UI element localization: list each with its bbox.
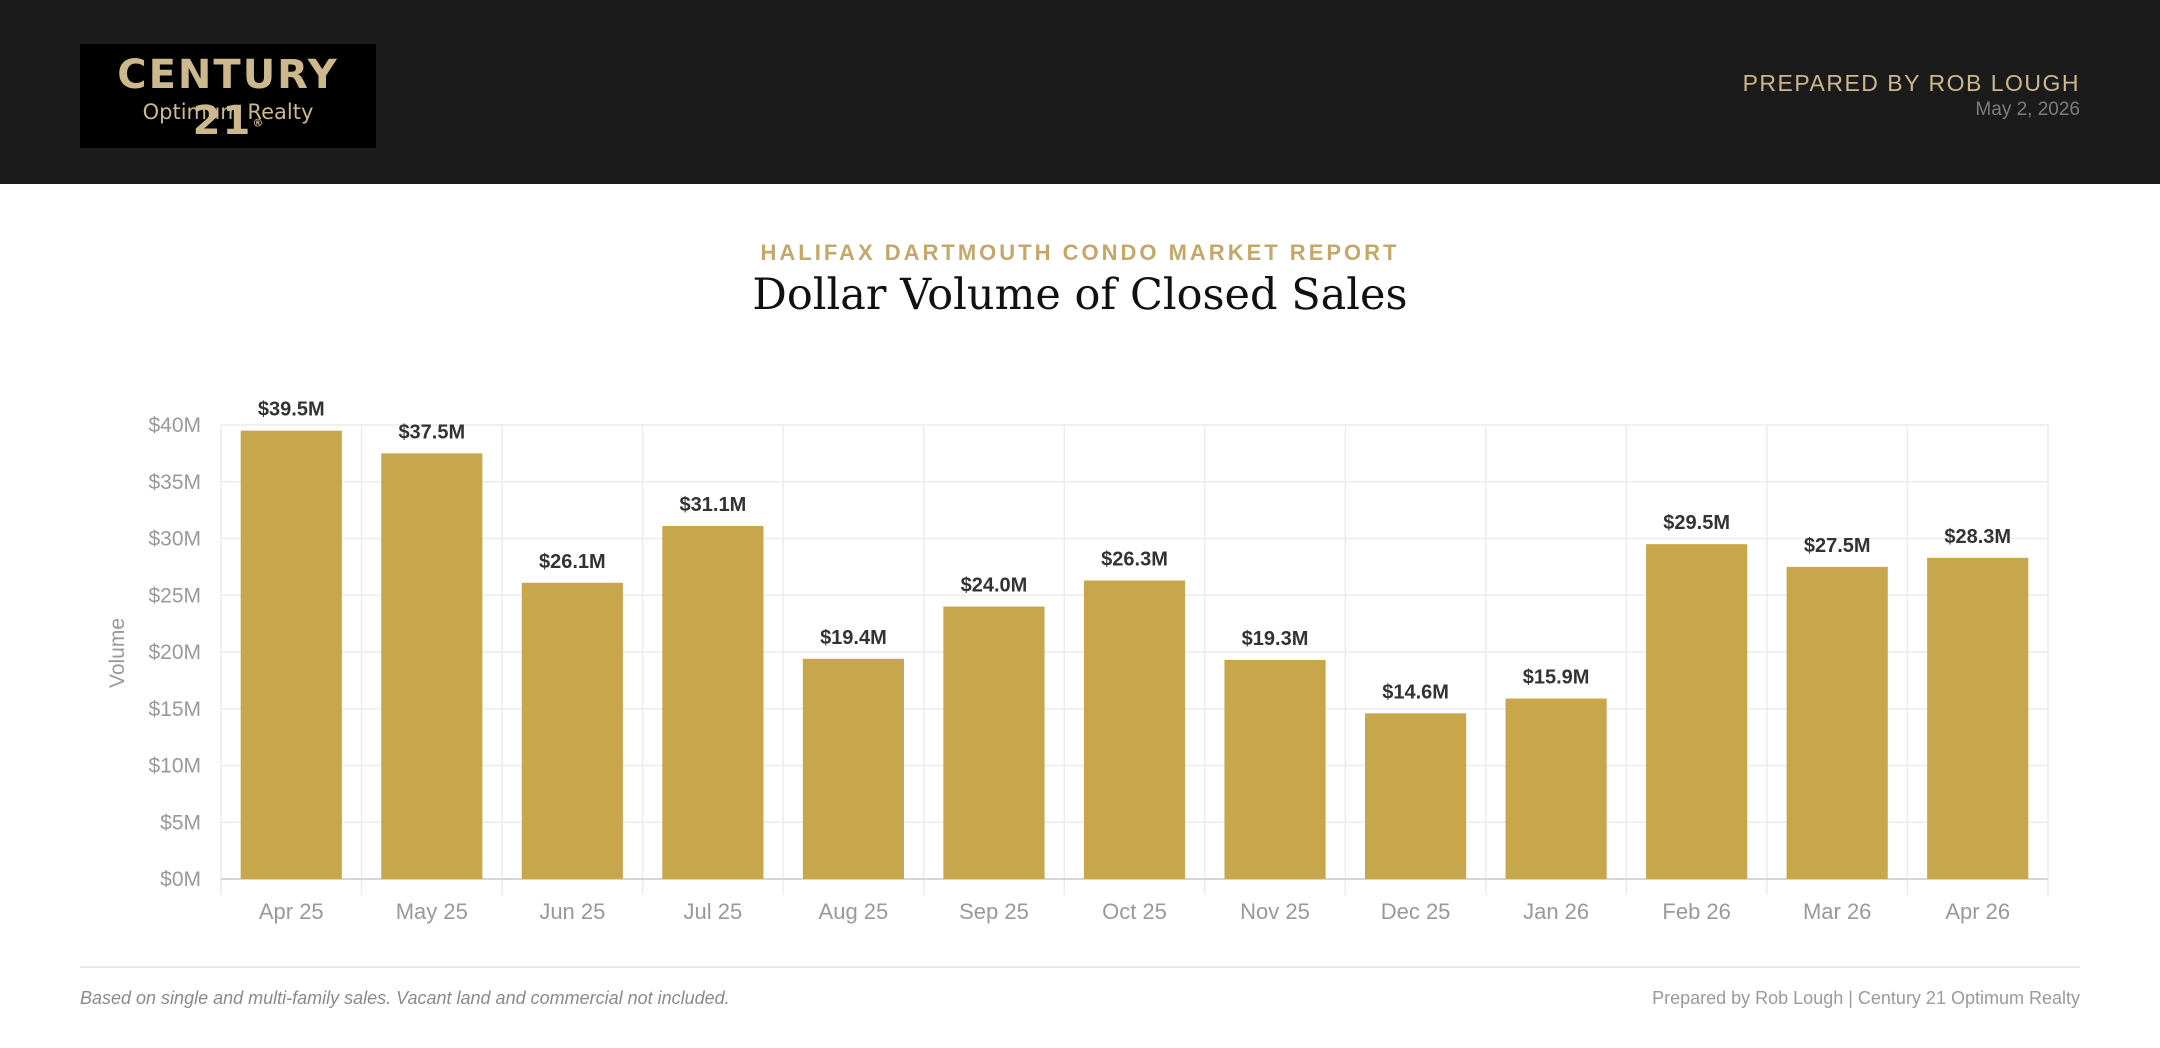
chart-bars <box>240 430 2029 879</box>
logo-wordmark: CENTURY 21® <box>80 52 376 144</box>
x-tick-label: Feb 26 <box>1662 899 1731 924</box>
x-tick-label: Sep 25 <box>959 899 1029 924</box>
bar <box>802 658 905 879</box>
x-tick-label: Apr 25 <box>259 899 324 924</box>
bar-value-label: $29.5M <box>1663 512 1730 534</box>
bar-value-label: $14.6M <box>1382 681 1449 703</box>
logo-subtitle: Optimum Realty <box>142 100 314 124</box>
bar <box>1364 713 1467 879</box>
century21-logo: CENTURY 21® Optimum Realty <box>80 44 376 148</box>
bar-chart: $0M $5M $10M $15M $20M $25M $30M $35M $40M $39.5M… <box>106 399 2049 924</box>
x-tick-label: Oct 25 <box>1102 899 1167 924</box>
logo-registered-mark: ® <box>252 116 264 130</box>
y-tick-label: $35M <box>148 471 201 494</box>
y-tick-label: $25M <box>148 584 201 607</box>
x-tick-label: Jul 25 <box>684 899 743 924</box>
bar-value-label: $19.4M <box>820 627 887 649</box>
y-tick-label: $0M <box>160 868 201 891</box>
prepared-by: PREPARED BY ROB LOUGH <box>1742 70 2080 96</box>
y-axis-label: Volume <box>106 618 129 688</box>
footer-credit: Prepared by Rob Lough | Century 21 Optim… <box>1652 988 2080 1008</box>
bar-value-label: $15.9M <box>1523 667 1590 689</box>
y-tick-label: $30M <box>148 528 201 551</box>
bar-value-label: $26.1M <box>539 551 606 573</box>
bar <box>1646 544 1748 879</box>
y-tick-label: $40M <box>148 414 201 437</box>
bar-value-label: $27.5M <box>1804 535 1871 557</box>
bar <box>1224 659 1326 879</box>
bar <box>662 526 764 879</box>
bar-value-label: $28.3M <box>1944 526 2011 548</box>
bar <box>1927 557 2029 879</box>
footer-divider <box>80 966 2080 968</box>
logo-main-text: CENTURY 21 <box>117 52 339 144</box>
y-tick-label: $20M <box>148 641 201 664</box>
x-tick-label: Jan 26 <box>1523 899 1589 924</box>
footnote: Based on single and multi-family sales. … <box>80 988 730 1008</box>
bar <box>521 582 623 879</box>
x-tick-label: Dec 25 <box>1381 899 1451 924</box>
bar <box>1083 580 1186 879</box>
y-tick-label: $10M <box>148 755 201 778</box>
bar <box>381 453 483 879</box>
x-tick-label: Nov 25 <box>1240 899 1310 924</box>
bar <box>240 430 342 879</box>
report-eyebrow: HALIFAX DARTMOUTH CONDO MARKET REPORT <box>760 240 1400 265</box>
bar-value-label: $19.3M <box>1242 628 1309 650</box>
bar <box>943 606 1045 879</box>
x-tick-label: Jun 25 <box>539 899 605 924</box>
x-tick-label: Apr 26 <box>1945 899 2010 924</box>
x-tick-label: Mar 26 <box>1803 899 1871 924</box>
header-bar: CENTURY 21® Optimum Realty PREPARED BY R… <box>0 0 2160 184</box>
y-tick-label: $15M <box>148 698 201 721</box>
bar <box>1786 566 1888 879</box>
chart-labels: $0M $5M $10M $15M $20M $25M $30M $35M $40M $39.5M… <box>148 399 2011 924</box>
chart-title: Dollar Volume of Closed Sales <box>752 270 1408 320</box>
bar <box>1505 698 1607 879</box>
bar-value-label: $37.5M <box>398 421 465 443</box>
bar-value-label: $26.3M <box>1101 548 1168 570</box>
x-tick-label: Aug 25 <box>819 899 889 924</box>
y-tick-label: $5M <box>160 811 201 834</box>
bar-value-label: $24.0M <box>961 575 1028 597</box>
bar-value-label: $31.1M <box>680 494 747 516</box>
x-tick-label: May 25 <box>396 899 468 924</box>
report-date: May 2, 2026 <box>1975 99 2080 120</box>
bar-value-label: $39.5M <box>258 399 325 421</box>
